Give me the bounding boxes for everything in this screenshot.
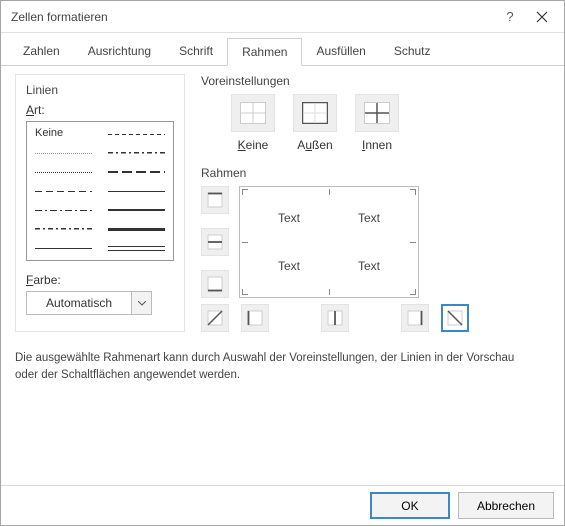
preset-none-label: Keine	[238, 138, 269, 152]
ok-button[interactable]: OK	[370, 492, 450, 519]
border-top-icon	[206, 191, 224, 209]
tab-ausfuellen[interactable]: Ausfüllen	[302, 38, 379, 66]
border-middle-v-icon	[326, 309, 344, 327]
line-style-list[interactable]: Keine	[26, 121, 174, 261]
client-area: Linien Art: Keine	[1, 66, 564, 488]
line-style-dashdotdot[interactable]	[35, 223, 92, 235]
help-text: Die ausgewählte Rahmenart kann durch Aus…	[15, 350, 535, 385]
preset-none-icon	[240, 102, 266, 124]
line-style-label: Art:	[26, 103, 174, 117]
close-icon	[536, 11, 548, 23]
line-style-thin[interactable]	[35, 242, 92, 254]
line-style-medium[interactable]	[108, 185, 165, 197]
line-style-thick[interactable]	[108, 204, 165, 216]
window-title: Zellen formatieren	[11, 10, 494, 24]
border-bottom-button[interactable]	[201, 270, 229, 298]
border-right-button[interactable]	[401, 304, 429, 332]
line-style-extra-thick[interactable]	[108, 223, 165, 235]
tab-ausrichtung[interactable]: Ausrichtung	[74, 38, 165, 66]
preset-outline-label: Außen	[297, 138, 332, 152]
help-button[interactable]: ?	[494, 3, 526, 31]
line-style-dash-small[interactable]	[108, 128, 165, 140]
preset-inside-button[interactable]	[355, 94, 399, 132]
close-button[interactable]	[526, 3, 558, 31]
preview-text-tr: Text	[358, 211, 380, 225]
chevron-down-icon	[138, 301, 146, 306]
dialog-footer: OK Abbrechen	[1, 485, 564, 525]
preset-none-button[interactable]	[231, 94, 275, 132]
line-style-dashed-large[interactable]	[35, 185, 92, 197]
line-style-med-dashed[interactable]	[108, 166, 165, 178]
border-middle-h-icon	[206, 233, 224, 251]
line-style-hair[interactable]	[35, 147, 92, 159]
border-diag-up-icon	[206, 309, 224, 327]
tab-bar: Zahlen Ausrichtung Schrift Rahmen Ausfül…	[1, 33, 564, 66]
border-group-label: Rahmen	[201, 166, 550, 180]
border-diag-down-icon	[446, 309, 464, 327]
border-top-button[interactable]	[201, 186, 229, 214]
border-middle-h-button[interactable]	[201, 228, 229, 256]
line-color-value[interactable]: Automatisch	[26, 291, 132, 315]
preset-outline-icon	[302, 102, 328, 124]
border-right-icon	[406, 309, 424, 327]
tab-schutz[interactable]: Schutz	[380, 38, 445, 66]
line-color-label: Farbe:	[26, 273, 174, 287]
tab-zahlen[interactable]: Zahlen	[9, 38, 74, 66]
border-diag-up-button[interactable]	[201, 304, 229, 332]
preset-inside-label: Innen	[362, 138, 392, 152]
preset-outline-button[interactable]	[293, 94, 337, 132]
preset-inside-icon	[364, 102, 390, 124]
border-middle-v-button[interactable]	[321, 304, 349, 332]
border-bottom-icon	[206, 275, 224, 293]
preview-text-bl: Text	[278, 259, 300, 273]
line-style-dashdot[interactable]	[35, 204, 92, 216]
line-style-double[interactable]	[108, 242, 165, 254]
line-style-med-dashdot[interactable]	[108, 147, 165, 159]
line-color-dropdown[interactable]	[132, 291, 152, 315]
line-style-none[interactable]: Keine	[35, 128, 92, 140]
line-color-select[interactable]: Automatisch	[26, 291, 174, 315]
tab-schrift[interactable]: Schrift	[165, 38, 227, 66]
border-diag-down-button[interactable]	[441, 304, 469, 332]
preview-text-br: Text	[358, 259, 380, 273]
line-style-dotted[interactable]	[35, 166, 92, 178]
border-left-button[interactable]	[241, 304, 269, 332]
right-panel: Voreinstellungen Keine	[185, 74, 550, 332]
tab-rahmen[interactable]: Rahmen	[227, 38, 302, 66]
presets-group-label: Voreinstellungen	[201, 74, 550, 88]
lines-group-label: Linien	[26, 83, 174, 97]
border-preview[interactable]: Text Text Text Text	[239, 186, 419, 298]
preview-text-tl: Text	[278, 211, 300, 225]
border-left-icon	[246, 309, 264, 327]
title-bar: Zellen formatieren ?	[1, 1, 564, 33]
lines-group: Linien Art: Keine	[15, 74, 185, 332]
cancel-button[interactable]: Abbrechen	[458, 492, 554, 519]
